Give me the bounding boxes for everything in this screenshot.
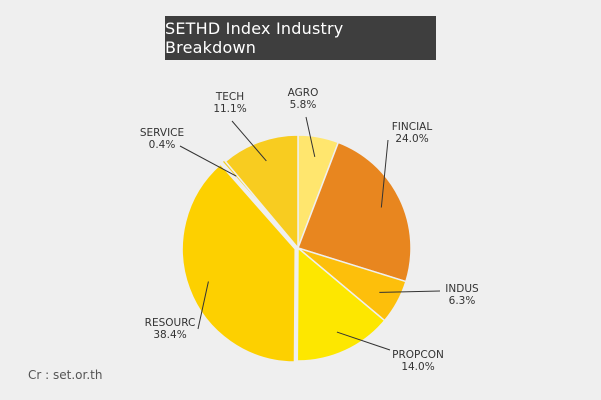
pie-slice-resourc xyxy=(181,163,296,363)
slice-value-tech: 11.1% xyxy=(213,103,246,115)
leader-line-tech xyxy=(231,120,267,162)
slice-label-indus: INDUS xyxy=(445,283,479,295)
pie-slices xyxy=(181,134,412,363)
chart-title: SETHD Index Industry Breakdown xyxy=(165,19,344,57)
pie-slice-fincial xyxy=(297,141,412,283)
chart-title-box: SETHD Index Industry Breakdown xyxy=(165,16,436,60)
leader-line-agro xyxy=(305,116,316,157)
slice-label-propcon: PROPCON xyxy=(392,349,444,361)
pie-slice-propcon xyxy=(296,246,386,362)
pie-slice-tech xyxy=(224,134,299,251)
slice-label-tech: TECH xyxy=(215,91,244,103)
leader-line-service xyxy=(179,145,237,177)
leader-line-propcon xyxy=(336,331,391,351)
slice-value-fincial: 24.0% xyxy=(395,133,428,145)
slice-label-fincial: FINCIAL xyxy=(392,121,433,133)
source-credit: Cr : set.or.th xyxy=(28,368,103,382)
slice-value-propcon: 14.0% xyxy=(401,361,434,373)
leader-line-fincial xyxy=(380,139,389,208)
leader-line-indus xyxy=(379,290,441,293)
slice-label-agro: AGRO xyxy=(288,87,319,99)
slice-label-service: SERVICE xyxy=(140,127,184,139)
slice-value-agro: 5.8% xyxy=(290,99,317,111)
slice-value-service: 0.4% xyxy=(149,139,176,151)
leader-line-resourc xyxy=(197,281,209,330)
leader-lines xyxy=(179,116,441,351)
slice-label-resourc: RESOURC xyxy=(145,317,196,329)
slice-value-indus: 6.3% xyxy=(449,295,476,307)
slice-value-resourc: 38.4% xyxy=(153,329,186,341)
